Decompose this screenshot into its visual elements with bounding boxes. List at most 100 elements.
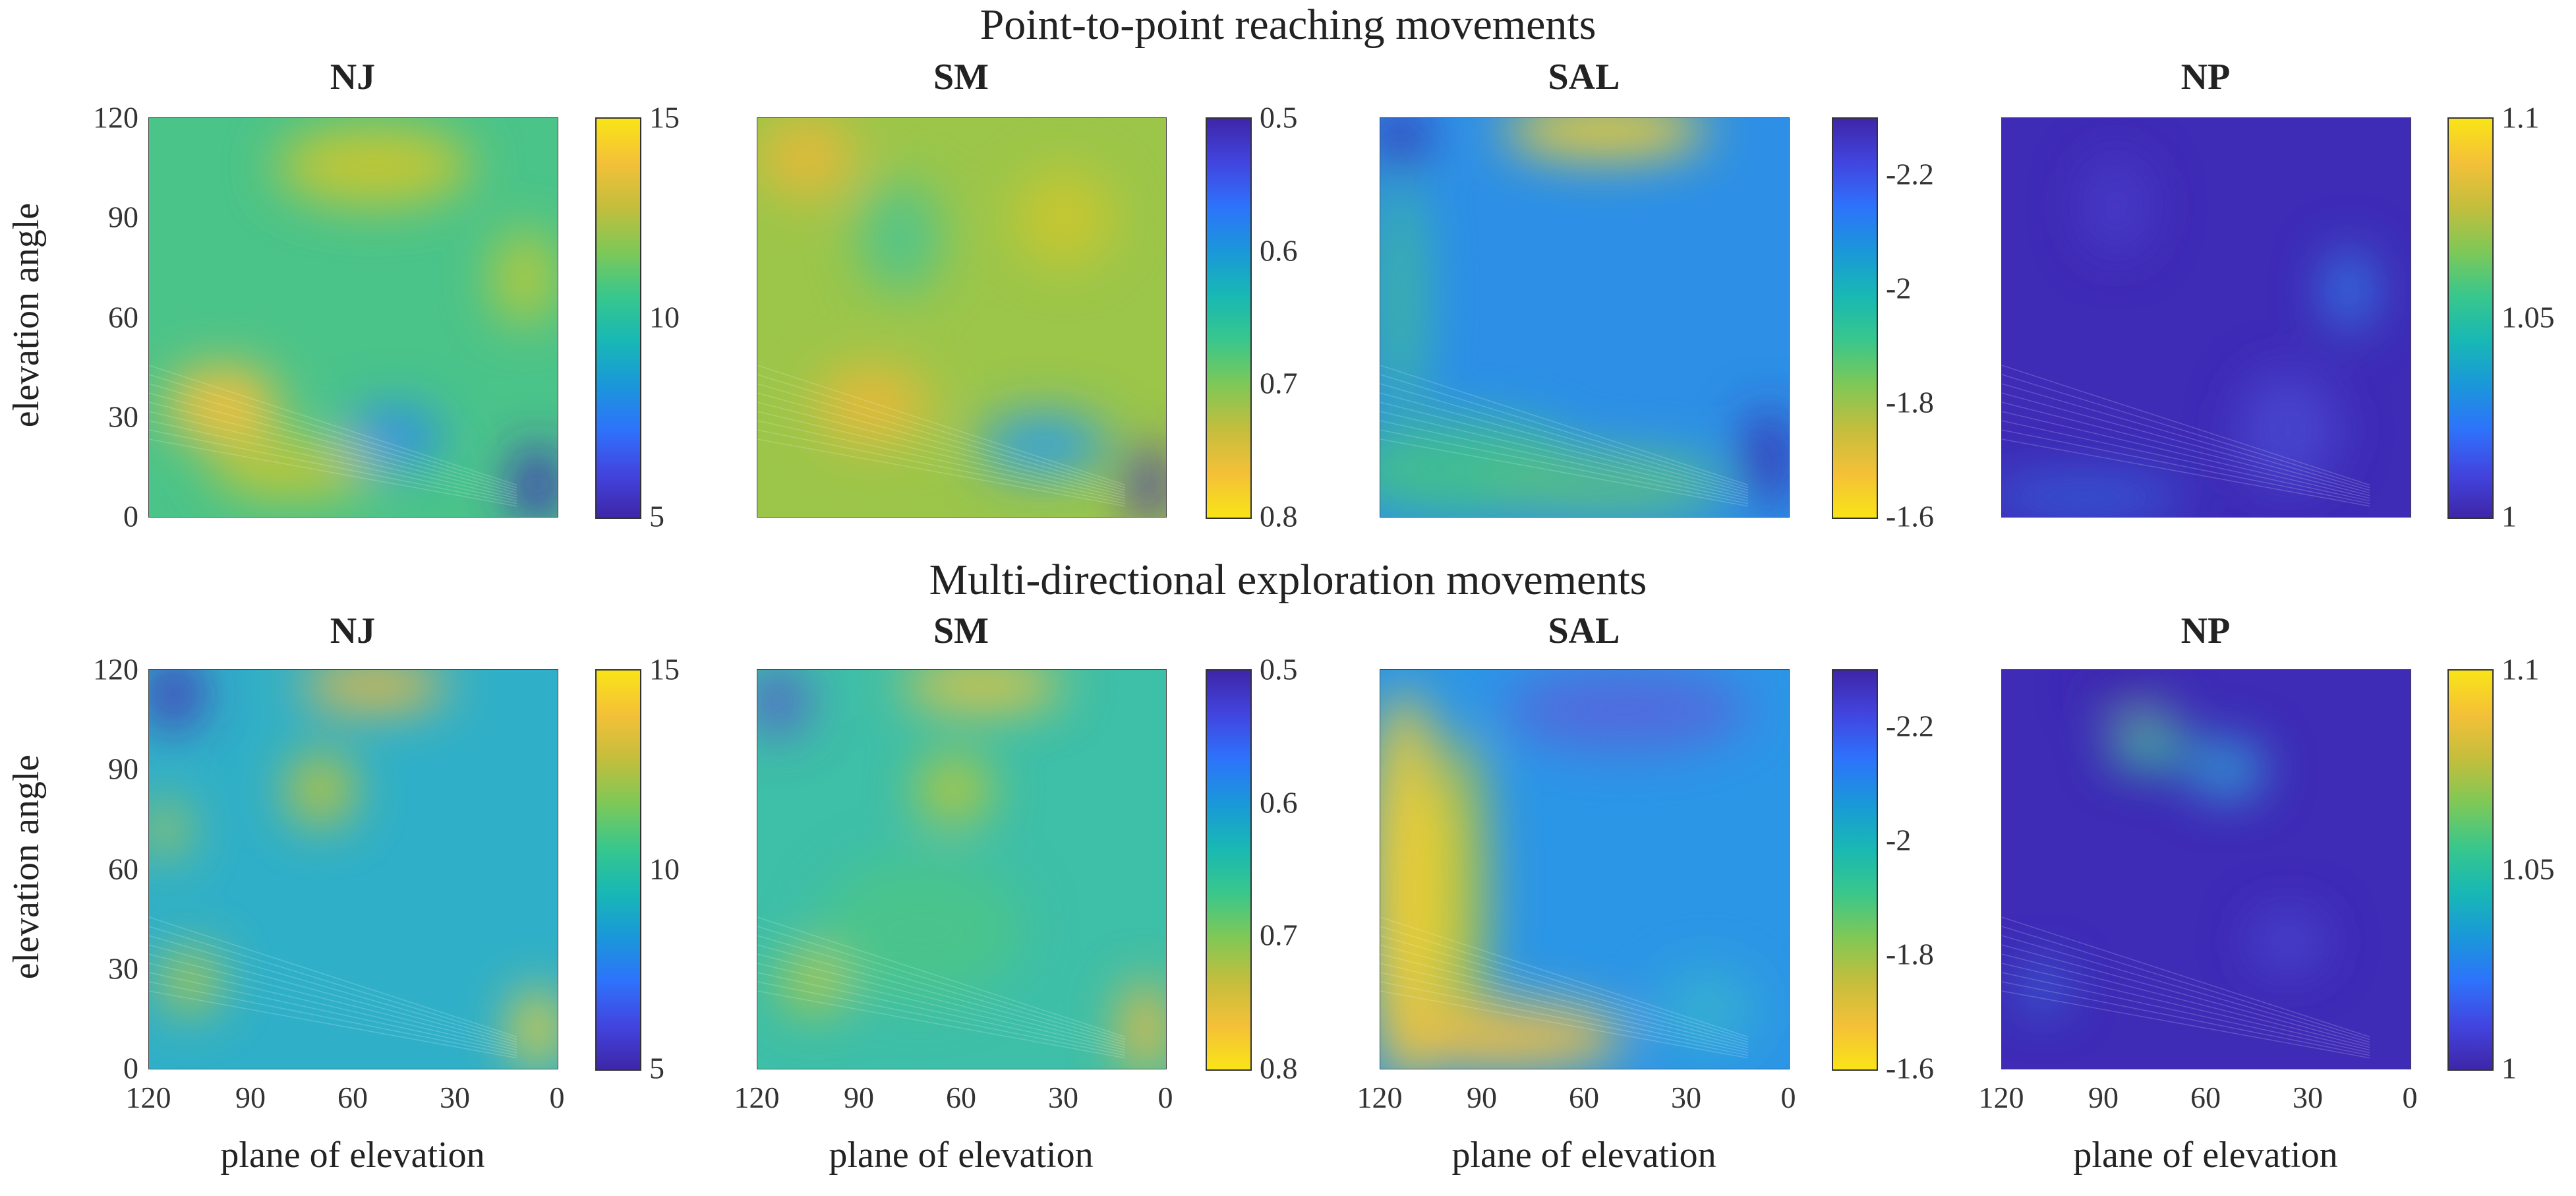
contour-line	[149, 972, 517, 1054]
contour-line	[757, 374, 1126, 489]
contour-line	[149, 429, 517, 504]
colorbar-tick-label: -1.6	[1886, 499, 1934, 533]
contour-region	[210, 441, 374, 497]
x-axis-label: plane of elevation	[829, 1135, 1094, 1176]
colorbar-tick-label: 0.5	[1260, 652, 1298, 686]
contour-line	[149, 365, 517, 486]
contour-region	[149, 670, 202, 730]
contour-line	[2002, 374, 2370, 489]
contour-line	[149, 926, 517, 1040]
contour-line	[1380, 402, 1749, 496]
colorbar-tick-label: -1.6	[1886, 1051, 1934, 1085]
contour-line	[1380, 374, 1749, 489]
contour-line	[1380, 935, 1749, 1043]
contour-region	[782, 949, 848, 1013]
contour-region	[860, 181, 941, 294]
contour-line	[2002, 392, 2370, 494]
contour-line	[2002, 926, 2370, 1040]
contour-region	[287, 754, 353, 825]
contour-line	[2002, 411, 2370, 499]
colorbar-tick-label: 0.6	[1260, 785, 1298, 820]
contour-region	[1121, 980, 1166, 1069]
contour-region	[2002, 481, 2186, 513]
panel-title: SAL	[1548, 57, 1620, 98]
contour-line	[757, 990, 1126, 1059]
contour-line	[1380, 990, 1749, 1059]
colorbar-tick-label: -2.2	[1886, 709, 1934, 743]
colorbar-tick-label: 0.8	[1260, 1051, 1298, 1085]
colorbar-tick-label: 1.1	[2502, 652, 2540, 686]
contour-line	[757, 438, 1126, 507]
contour-line	[149, 411, 517, 499]
x-axis-label: plane of elevation	[220, 1135, 485, 1176]
contour-region	[1380, 690, 1442, 1069]
x-tick-label: 120	[1978, 1081, 2024, 1114]
colorbar-tick-label: 15	[649, 100, 680, 135]
colorbar-tick-label: 0.6	[1260, 233, 1298, 268]
contour-line	[2002, 365, 2370, 486]
x-tick-label: 0	[1157, 1081, 1173, 1114]
contour-line	[2002, 963, 2370, 1051]
colorbar-tick-label: 5	[649, 1051, 664, 1085]
colorbar-tick-label: -1.8	[1886, 937, 1934, 971]
contour-line	[2002, 953, 2370, 1048]
colorbar-tick-label: -1.8	[1886, 385, 1934, 419]
contour-plot	[757, 669, 1167, 1069]
contour-line	[757, 392, 1126, 494]
colorbar	[1206, 669, 1252, 1071]
contour-line	[2002, 420, 2370, 502]
x-axis-label: plane of elevation	[2073, 1135, 2338, 1176]
contour-region	[1503, 118, 1707, 158]
panel-title: SM	[933, 611, 989, 651]
panel-title: SM	[933, 57, 989, 98]
x-tick-label: 120	[1357, 1081, 1403, 1114]
contour-region	[2088, 670, 2161, 706]
panel-title: NP	[2181, 611, 2231, 651]
x-tick-label: 30	[2293, 1081, 2323, 1114]
contour-plot	[148, 117, 558, 518]
contour-line	[2002, 972, 2370, 1054]
contour-region	[1658, 969, 1757, 1049]
contour-line	[149, 402, 517, 496]
contour-line	[149, 944, 517, 1046]
contour-region	[978, 413, 1109, 477]
contour-line	[757, 429, 1126, 504]
contour-region	[2324, 249, 2374, 330]
contour-line	[1380, 392, 1749, 494]
y-tick-label: 90	[108, 200, 138, 234]
contour-region	[1380, 1005, 1625, 1069]
contour-line	[757, 365, 1126, 486]
y-tick-label: 120	[93, 100, 138, 135]
contour-line	[1380, 365, 1749, 486]
contour-region	[1482, 453, 1728, 517]
colorbar-tick-label: 1	[2502, 1051, 2517, 1085]
colorbar-tick-label: 0.7	[1260, 366, 1298, 400]
y-tick-label: 0	[123, 499, 138, 533]
colorbar-tick-label: 5	[649, 499, 664, 533]
y-tick-label: 60	[108, 300, 138, 334]
contour-line	[2002, 935, 2370, 1043]
colorbar	[1832, 669, 1878, 1071]
colorbar	[595, 117, 641, 519]
contour-region	[1014, 169, 1113, 266]
contour-line	[757, 935, 1126, 1043]
contour-region	[300, 670, 448, 710]
contour-region	[345, 405, 444, 469]
contour-region	[1743, 409, 1789, 505]
y-tick-label: 90	[108, 752, 138, 786]
colorbar	[2447, 669, 2494, 1071]
contour-plot	[1380, 117, 1790, 518]
contour-region	[1380, 118, 1426, 170]
contour-region	[814, 365, 929, 446]
x-tick-label: 60	[1569, 1081, 1599, 1114]
contour-plot	[2001, 117, 2411, 518]
y-axis-label: elevation angle	[6, 202, 47, 427]
contour-plot	[1380, 669, 1790, 1069]
colorbar-tick-label: -2.2	[1886, 157, 1934, 191]
contour-line	[2002, 402, 2370, 496]
colorbar-tick-label: 1.05	[2502, 852, 2555, 885]
x-tick-label: 30	[1671, 1081, 1701, 1114]
contour-line	[149, 374, 517, 489]
contour-line	[1380, 926, 1749, 1040]
panel-title: NJ	[330, 57, 376, 98]
